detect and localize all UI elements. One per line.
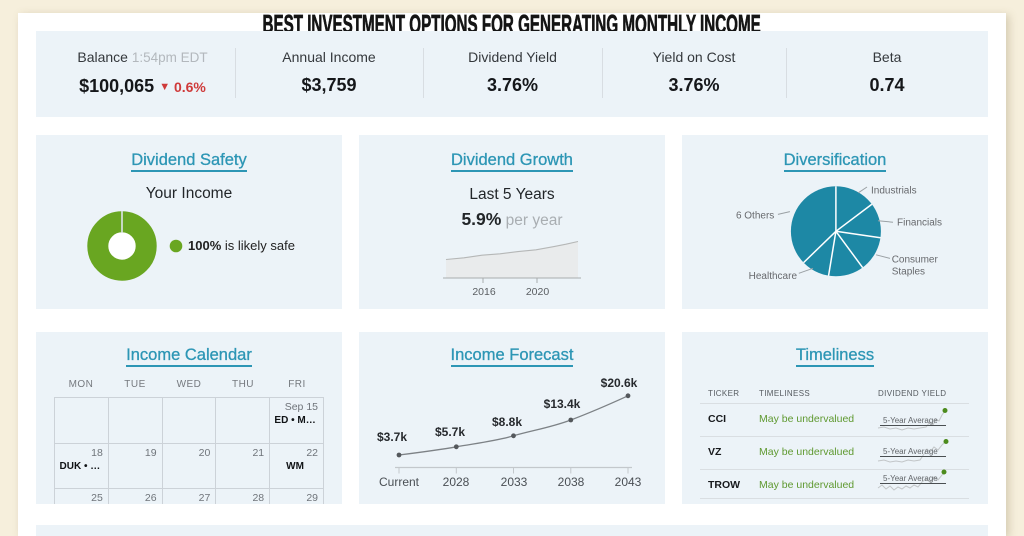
- svg-text:5-Year Average: 5-Year Average: [883, 447, 938, 456]
- svg-text:6 Others: 6 Others: [736, 211, 774, 222]
- svg-text:2020: 2020: [526, 286, 550, 298]
- svg-text:5-Year Average: 5-Year Average: [883, 474, 938, 483]
- svg-text:Consumer: Consumer: [892, 254, 939, 265]
- svg-text:Industrials: Industrials: [871, 186, 917, 197]
- svg-text:Staples: Staples: [892, 267, 925, 278]
- svg-text:Healthcare: Healthcare: [749, 271, 798, 282]
- svg-text:Financials: Financials: [897, 217, 942, 228]
- svg-text:2016: 2016: [472, 286, 496, 298]
- svg-text:5-Year Average: 5-Year Average: [883, 416, 938, 425]
